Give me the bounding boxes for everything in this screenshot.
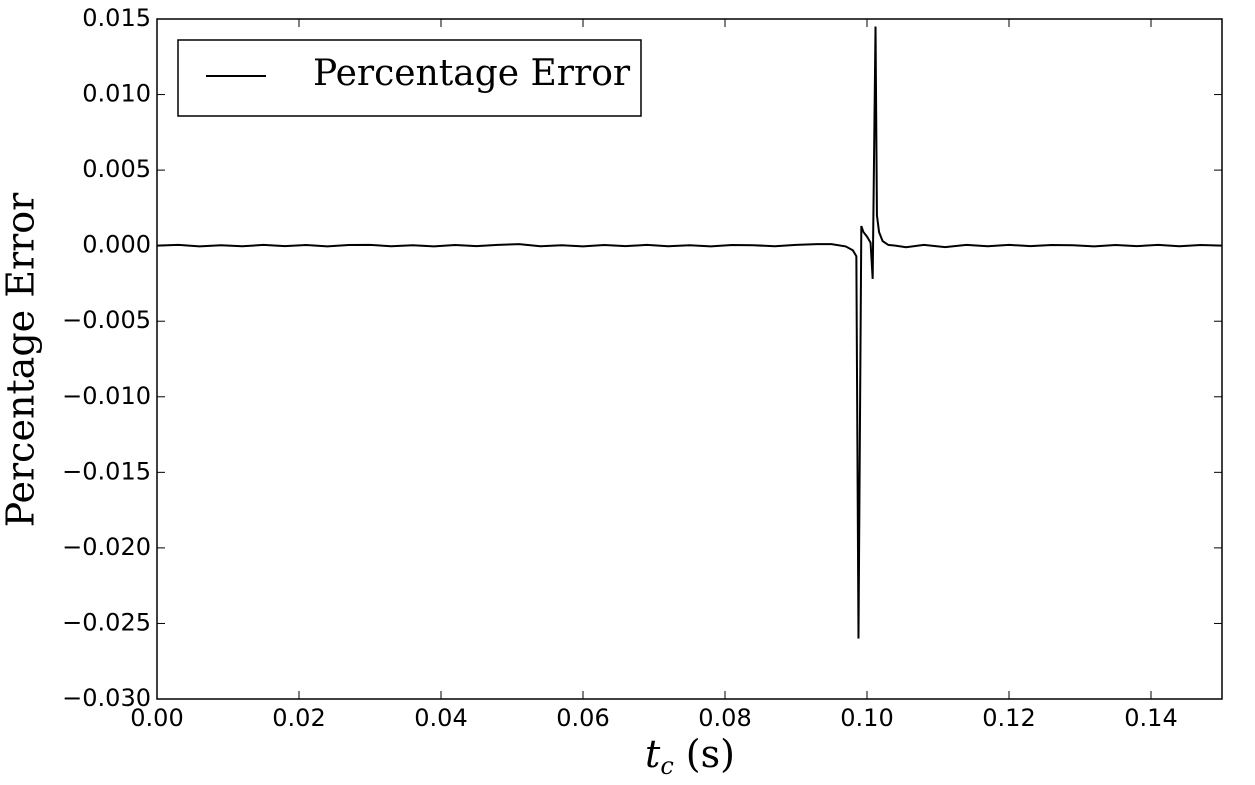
x-tick-label: 0.06 — [556, 704, 609, 732]
y-axis-label: Percentage Error — [0, 192, 43, 528]
y-tick-label: 0.000 — [82, 231, 151, 259]
data-line — [156, 26, 1223, 639]
x-tick-label: 0.10 — [840, 704, 893, 732]
y-tick-label: −0.005 — [62, 306, 151, 334]
x-tick-label: 0.04 — [414, 704, 467, 732]
x-label-sub: c — [660, 752, 673, 780]
y-tick-label: −0.030 — [62, 684, 151, 712]
y-tick-label: −0.025 — [62, 608, 151, 636]
y-tick-label: −0.010 — [62, 382, 151, 410]
legend-label: Percentage Error — [313, 53, 631, 94]
x-tick-label: 0.08 — [698, 704, 751, 732]
x-tick-label: 0.00 — [130, 704, 183, 732]
y-tick-label: 0.010 — [82, 80, 151, 108]
y-tick-label: 0.015 — [82, 4, 151, 32]
x-tick-label: 0.12 — [982, 704, 1035, 732]
y-tick-label: 0.005 — [82, 155, 151, 183]
x-label-unit: (s) — [686, 732, 735, 776]
plot-frame — [156, 18, 1223, 700]
legend-box — [177, 39, 642, 117]
x-tick-label: 0.02 — [272, 704, 325, 732]
y-tick-label: −0.020 — [62, 533, 151, 561]
x-label-main: t — [645, 732, 661, 776]
x-tick-label: 0.14 — [1124, 704, 1177, 732]
x-axis-label: tc (s) — [645, 732, 735, 780]
y-tick-label: −0.015 — [62, 457, 151, 485]
